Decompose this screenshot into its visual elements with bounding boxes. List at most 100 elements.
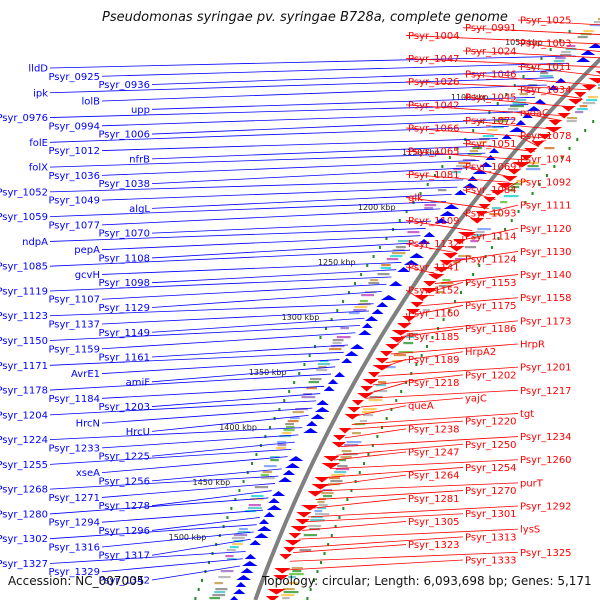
feature-bar-inner [270,459,279,462]
tick-outer [395,399,398,402]
right-gene-label: Psyr_1066 [408,124,460,135]
feature-bar-inner [359,300,368,303]
feature-bar-outer [299,549,312,552]
forward-gene-arrow [307,491,324,497]
tick-outer [472,273,475,276]
tick-outer [460,291,463,294]
feature-bar-outer [317,501,325,504]
left-gene-label: Psyr_1059 [0,212,48,223]
left-leader-line [49,303,374,317]
feature-bar-outer [477,228,491,231]
left-gene-label: lldD [28,64,48,75]
right-leader-line [465,227,519,240]
feature-bar-inner [261,477,275,480]
left-leader-line [101,385,325,399]
tick-outer [517,210,520,213]
reverse-gene-arrow [242,561,258,566]
right-leader-line [405,243,457,254]
forward-gene-arrow [502,176,518,182]
feature-bar-inner [226,549,236,552]
reverse-gene-arrow [240,568,254,573]
tick-outer [592,120,595,123]
left-gene-label: Psyr_0994 [48,121,100,132]
left-leader-line [101,434,299,449]
feature-bar-outer [334,471,347,474]
reverse-gene-arrow [389,281,403,286]
right-gene-label: Psyr_1217 [520,386,572,397]
kbp-tick-label: 1200 kbp [358,203,396,212]
left-leader-line [49,125,509,143]
right-leader-line [405,104,566,117]
forward-gene-arrow [531,141,545,147]
right-gene-label: Psyr_1313 [465,532,517,543]
tick-inner [207,561,210,564]
left-leader-line [151,344,349,358]
left-leader-line [101,332,356,350]
tick-inner [426,183,429,186]
left-leader-line [151,291,382,308]
left-gene-label: Psyr_1268 [0,485,48,496]
left-gene-label: Psyr_0925 [48,72,100,83]
reverse-gene-arrow [316,400,329,405]
forward-gene-arrow [423,281,437,287]
feature-bar-outer [440,282,454,285]
feature-bar-outer [525,168,541,171]
kbp-tick-label: 1300 kbp [282,313,320,322]
feature-bar-inner [317,363,331,366]
kbp-tick-label: 1400 kbp [219,423,257,432]
left-gene-label: nfrB [129,154,150,165]
feature-bar-outer [307,525,322,528]
right-leader-line [319,482,519,492]
feature-bar-outer [566,120,577,123]
feature-bar-inner [565,48,577,51]
forward-gene-arrow [279,554,292,560]
forward-gene-arrow [284,540,302,546]
right-gene-label: Psyr_1120 [520,224,572,235]
tick-outer [504,228,507,231]
tick-inner [230,507,233,510]
reverse-gene-arrow [588,43,600,48]
right-gene-label: Psyr_1175 [465,301,517,312]
reverse-gene-arrow [515,120,527,125]
feature-bar-inner [285,423,294,426]
left-gene-label: Psyr_1329 [48,567,100,578]
right-gene-label: Psyr_1189 [408,355,460,366]
right-gene-label: Psyr_1305 [408,517,460,528]
forward-gene-arrow [267,589,286,595]
reverse-gene-arrow [350,344,365,349]
tick-outer [490,246,493,249]
feature-bar-outer [318,504,328,507]
right-gene-label: queA [408,401,434,412]
topology-label: Topology: circular; Length: [262,574,420,588]
feature-bar-inner [290,417,300,420]
feature-bar-inner [215,588,228,591]
feature-bar-outer [292,570,302,573]
reverse-gene-arrow [527,106,541,111]
right-leader-line [462,96,574,108]
forward-gene-arrow [360,386,374,392]
right-leader-line [405,289,424,302]
tick-inner [522,75,525,78]
feature-bar-outer [442,279,451,282]
tick-outer [560,156,563,159]
reverse-gene-arrow [344,351,359,356]
right-gene-label: Psyr_1047 [408,54,460,65]
feature-bar-inner [495,120,508,123]
reverse-gene-arrow [434,218,449,223]
reverse-gene-arrow [235,582,247,587]
accession-info: Accession: NC_007005 [8,574,144,588]
reverse-gene-arrow [233,589,246,594]
feature-bar-inner [229,546,239,549]
left-leader-line [151,366,336,383]
tick-inner [505,93,508,96]
tick-outer [358,471,361,474]
right-gene-label: moaC [520,108,549,119]
right-leader-line [295,536,464,549]
tick-inner [531,66,534,69]
forward-gene-arrow [478,204,491,210]
feature-bar-outer [337,465,348,468]
tick-inner [197,588,200,591]
tick-inner [549,48,552,51]
reverse-gene-arrow [358,330,372,335]
